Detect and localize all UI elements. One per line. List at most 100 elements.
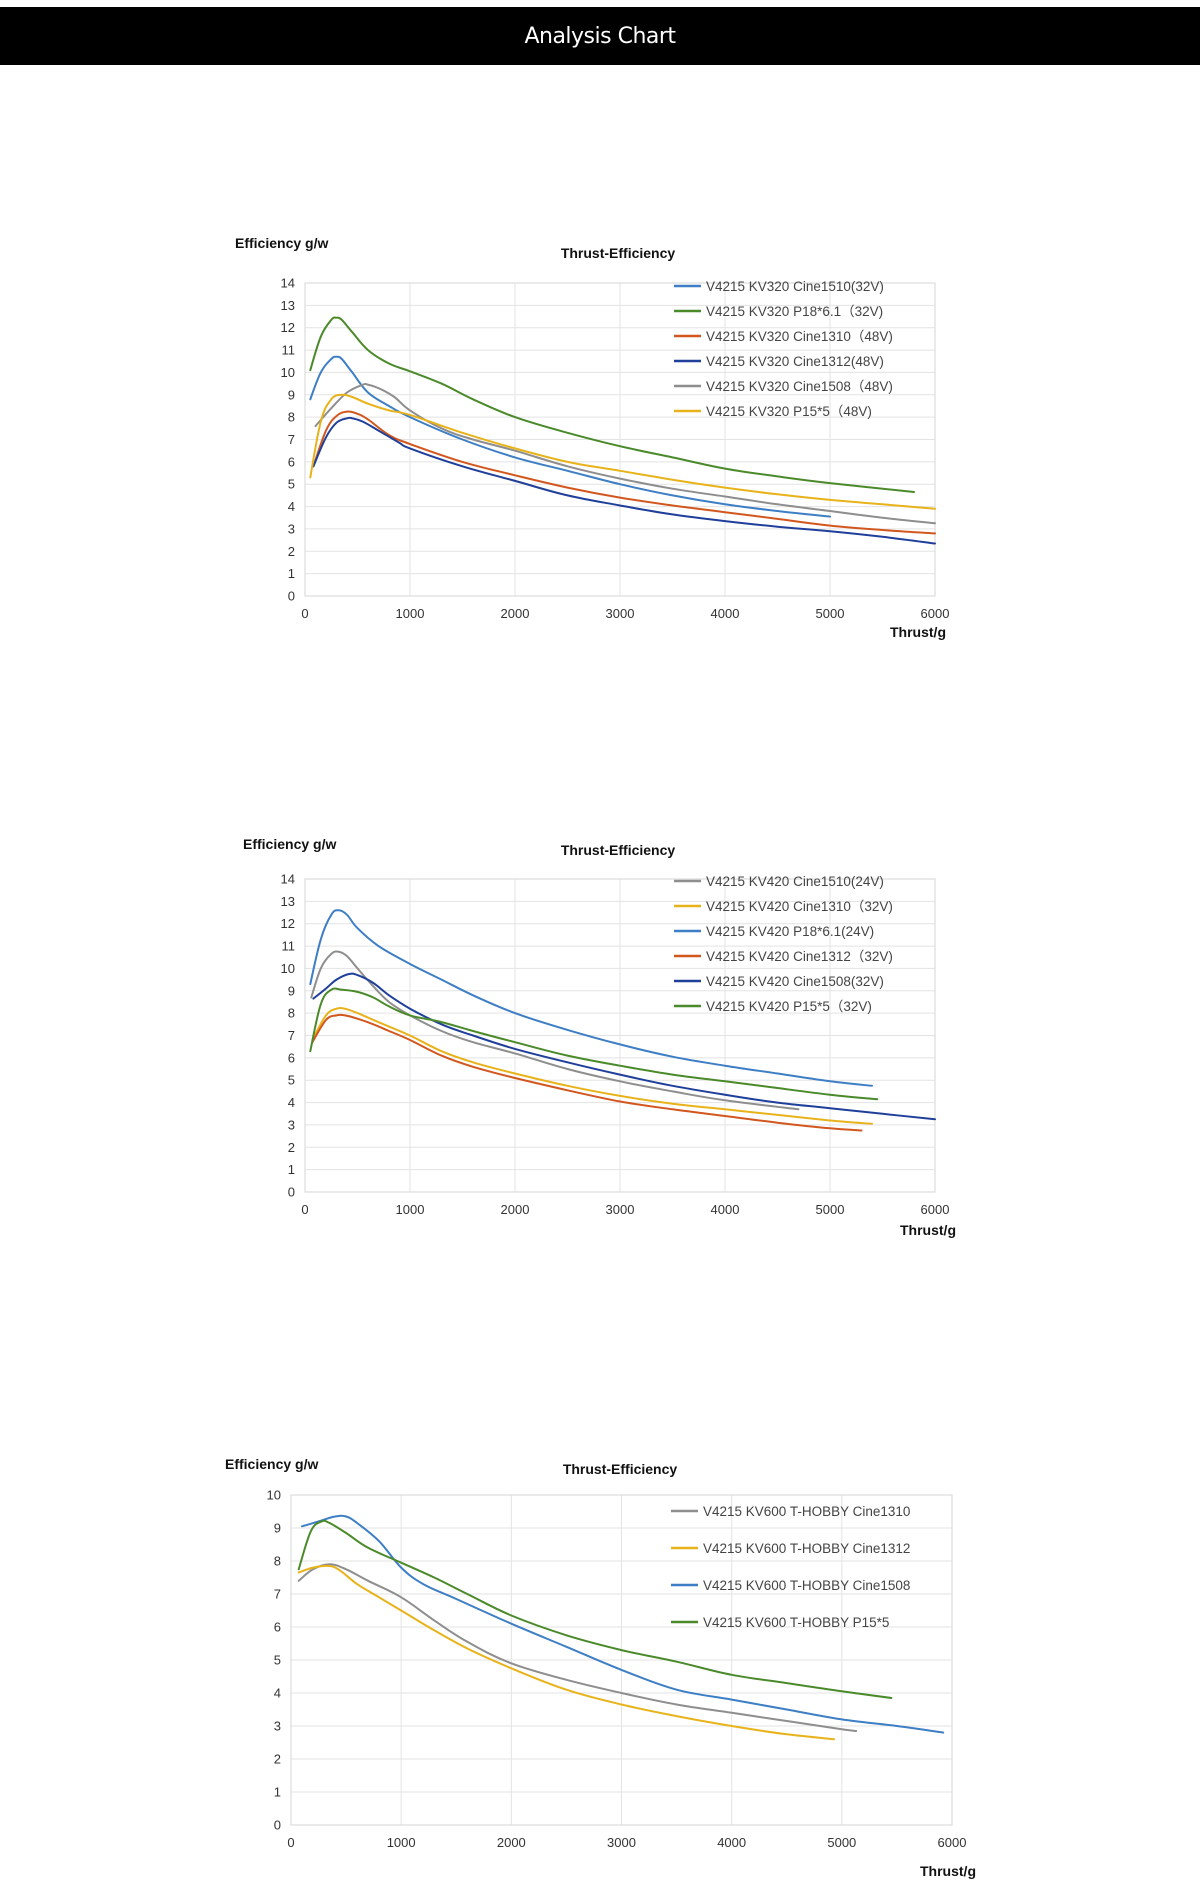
- y-tick-label: 4: [288, 1095, 295, 1110]
- x-tick-label: 4000: [717, 1835, 746, 1850]
- series-line-3: [312, 410, 936, 535]
- y-tick-label: 2: [288, 1140, 295, 1155]
- legend-entry: V4215 KV320 Cine1510(32V): [706, 279, 884, 294]
- x-axis-label: Thrust/g: [900, 1222, 956, 1238]
- y-tick-label: 6: [274, 1620, 281, 1635]
- y-tick-label: 4: [288, 499, 295, 514]
- x-tick-label: 3000: [607, 1835, 636, 1850]
- y-tick-label: 14: [281, 276, 295, 291]
- y-tick-label: 3: [274, 1719, 281, 1734]
- chart-title: Thrust-Efficiency: [563, 1461, 678, 1477]
- x-tick-label: 4000: [711, 1202, 740, 1217]
- y-tick-label: 4: [274, 1686, 281, 1701]
- legend-entry: V4215 KV600 T-HOBBY Cine1508: [703, 1578, 910, 1593]
- y-tick-label: 12: [281, 320, 295, 335]
- y-tick-label: 7: [274, 1587, 281, 1602]
- series-line-3: [309, 909, 873, 1087]
- series-line-1: [297, 1563, 858, 1732]
- y-tick-label: 0: [288, 589, 295, 604]
- x-tick-label: 0: [287, 1835, 294, 1850]
- legend-entry: V4215 KV600 T-HOBBY Cine1312: [703, 1541, 910, 1556]
- y-tick-label: 10: [267, 1488, 281, 1503]
- y-tick-label: 8: [288, 410, 295, 425]
- y-tick-label: 10: [281, 961, 295, 976]
- y-tick-label: 5: [288, 1073, 295, 1088]
- y-tick-label: 8: [288, 1006, 295, 1021]
- series-line-4: [312, 416, 936, 545]
- series-line-6: [309, 393, 936, 510]
- x-axis-label: Thrust/g: [920, 1863, 976, 1879]
- legend-entry: V4215 KV420 Cine1510(24V): [706, 874, 884, 889]
- x-tick-label: 1000: [387, 1835, 416, 1850]
- y-tick-label: 8: [274, 1554, 281, 1569]
- y-tick-label: 12: [281, 916, 295, 931]
- y-tick-label: 0: [274, 1818, 281, 1833]
- series-line-4: [297, 1519, 893, 1699]
- plot-frame: [290, 1494, 953, 1826]
- plot-frame: [304, 878, 936, 1193]
- y-tick-label: 2: [288, 544, 295, 559]
- series-line-2: [309, 316, 915, 493]
- legend-entry: V4215 KV420 Cine1310（32V): [706, 899, 893, 914]
- plot-frame: [304, 282, 936, 597]
- y-tick-label: 3: [288, 521, 295, 536]
- y-tick-label: 9: [274, 1521, 281, 1536]
- series-line-1: [309, 355, 831, 518]
- y-tick-label: 9: [288, 387, 295, 402]
- x-tick-label: 6000: [921, 606, 950, 621]
- series-line-5: [314, 382, 936, 525]
- y-tick-label: 3: [288, 1117, 295, 1132]
- series-line-2: [297, 1564, 836, 1741]
- chart-title: Thrust-Efficiency: [561, 842, 676, 858]
- chart-title: Thrust-Efficiency: [561, 245, 676, 261]
- legend-entry: V4215 KV600 T-HOBBY Cine1310: [703, 1504, 910, 1519]
- legend-entry: V4215 KV420 Cine1508(32V): [706, 974, 884, 989]
- x-tick-label: 2000: [497, 1835, 526, 1850]
- x-tick-label: 3000: [606, 1202, 635, 1217]
- y-axis-label: Efficiency g/w: [235, 235, 328, 251]
- y-tick-label: 6: [288, 454, 295, 469]
- x-tick-label: 5000: [827, 1835, 856, 1850]
- x-tick-label: 0: [301, 606, 308, 621]
- y-tick-label: 11: [282, 939, 296, 954]
- legend-entry: V4215 KV320 P18*6.1（32V): [706, 304, 883, 319]
- y-tick-label: 14: [281, 872, 295, 887]
- x-tick-label: 4000: [711, 606, 740, 621]
- y-axis-label: Efficiency g/w: [225, 1456, 318, 1472]
- y-tick-label: 10: [281, 365, 295, 380]
- x-tick-label: 3000: [606, 606, 635, 621]
- series-line-5: [312, 972, 936, 1121]
- series-line-2: [311, 1006, 873, 1125]
- series-line-6: [309, 987, 879, 1101]
- legend-entry: V4215 KV320 Cine1310（48V): [706, 329, 893, 344]
- series-line-3: [301, 1514, 945, 1734]
- y-tick-label: 9: [288, 983, 295, 998]
- y-tick-label: 6: [288, 1050, 295, 1065]
- page-title: Analysis Chart: [524, 23, 676, 49]
- y-tick-label: 5: [274, 1653, 281, 1668]
- x-tick-label: 2000: [501, 606, 530, 621]
- header-bar: Analysis Chart: [0, 7, 1200, 65]
- x-tick-label: 1000: [396, 1202, 425, 1217]
- y-tick-label: 1: [274, 1785, 281, 1800]
- y-tick-label: 2: [274, 1752, 281, 1767]
- y-tick-label: 1: [288, 566, 295, 581]
- x-tick-label: 6000: [921, 1202, 950, 1217]
- legend-entry: V4215 KV320 P15*5（48V): [706, 404, 872, 419]
- series-line-4: [311, 1013, 863, 1132]
- legend-entry: V4215 KV420 P15*5（32V): [706, 999, 872, 1014]
- x-tick-label: 6000: [938, 1835, 967, 1850]
- y-tick-label: 5: [288, 477, 295, 492]
- x-tick-label: 2000: [501, 1202, 530, 1217]
- legend-entry: V4215 KV320 Cine1312(48V): [706, 354, 884, 369]
- y-tick-label: 7: [288, 1028, 295, 1043]
- legend-entry: V4215 KV420 Cine1312（32V): [706, 949, 893, 964]
- legend-entry: V4215 KV600 T-HOBBY P15*5: [703, 1615, 889, 1630]
- x-tick-label: 5000: [816, 606, 845, 621]
- x-axis-label: Thrust/g: [890, 624, 946, 640]
- x-tick-label: 1000: [396, 606, 425, 621]
- y-tick-label: 13: [281, 894, 295, 909]
